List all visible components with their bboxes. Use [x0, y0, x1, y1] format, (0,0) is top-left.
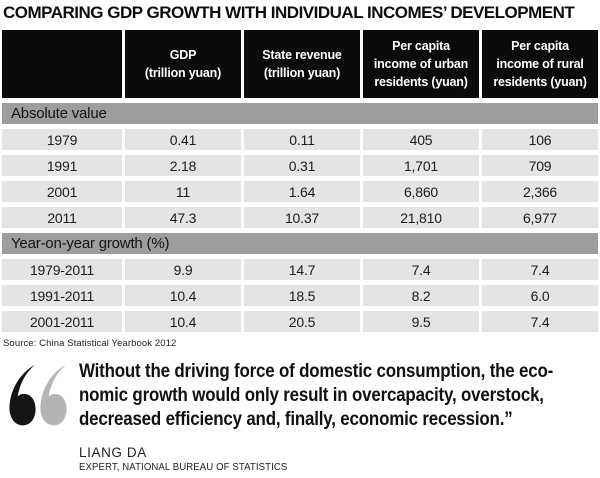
table-cell: 20.5 [244, 311, 360, 332]
table-cell: 7.4 [363, 259, 479, 280]
table-header-state-revenue: State revenue (trillion yuan) [244, 30, 360, 98]
table-cell: 1979 [2, 129, 122, 150]
table-cell: 1991 [2, 155, 122, 176]
source-note: Source: China Statistical Yearbook 2012 [3, 338, 177, 349]
table-cell: 10.37 [244, 207, 360, 228]
table-cell: 11 [125, 181, 241, 202]
quote-attribution-name: LIANG DA [79, 445, 147, 460]
table-cell: 2,366 [482, 181, 598, 202]
table-cell: 14.7 [244, 259, 360, 280]
table-cell: 0.41 [125, 129, 241, 150]
page-title: COMPARING GDP GROWTH WITH INDIVIDUAL INC… [3, 3, 575, 22]
quote-attribution-role: EXPERT, NATIONAL BUREAU OF STATISTICS [79, 462, 288, 473]
table-cell: 8.2 [363, 285, 479, 306]
table-cell: 10.4 [125, 285, 241, 306]
quotation-marks-icon [9, 364, 67, 426]
table-header-year [2, 30, 122, 98]
table-cell: 709 [482, 155, 598, 176]
table-cell: 405 [363, 129, 479, 150]
table-cell: 47.3 [125, 207, 241, 228]
quote-body: Without the driving force of domestic co… [79, 360, 600, 473]
table-cell: 10.4 [125, 311, 241, 332]
table-cell: 0.11 [244, 129, 360, 150]
table-cell: 6,860 [363, 181, 479, 202]
table-cell: 1.64 [244, 181, 360, 202]
table-cell: 0.31 [244, 155, 360, 176]
section-label-yoy-growth: Year-on-year growth (%) [2, 233, 598, 254]
table-cell: 7.4 [482, 311, 598, 332]
table-cell: 21,810 [363, 207, 479, 228]
quote-block: Without the driving force of domestic co… [8, 360, 596, 473]
table-cell: 1991-2011 [2, 285, 122, 306]
table-cell: 6.0 [482, 285, 598, 306]
quote-mark-left [9, 364, 36, 426]
table-cell: 2001 [2, 181, 122, 202]
section-label-absolute-value: Absolute value [2, 103, 598, 124]
table-cell: 18.5 [244, 285, 360, 306]
table-cell: 6,977 [482, 207, 598, 228]
table-cell: 1979-2011 [2, 259, 122, 280]
table-header-rural-income: Per capita income of rural residents (yu… [482, 30, 598, 98]
table-cell: 106 [482, 129, 598, 150]
table-cell: 9.9 [125, 259, 241, 280]
quote-text: Without the driving force of domestic co… [79, 361, 554, 430]
table-cell: 2011 [2, 207, 122, 228]
table-cell: 7.4 [482, 259, 598, 280]
table-header-urban-income: Per capita income of urban residents (yu… [363, 30, 479, 98]
data-table: GDP (trillion yuan) State revenue (trill… [2, 30, 598, 332]
quote-mark-right [40, 364, 67, 426]
table-cell: 2.18 [125, 155, 241, 176]
table-cell: 1,701 [363, 155, 479, 176]
table-header-gdp: GDP (trillion yuan) [125, 30, 241, 98]
table-cell: 2001-2011 [2, 311, 122, 332]
table-cell: 9.5 [363, 311, 479, 332]
